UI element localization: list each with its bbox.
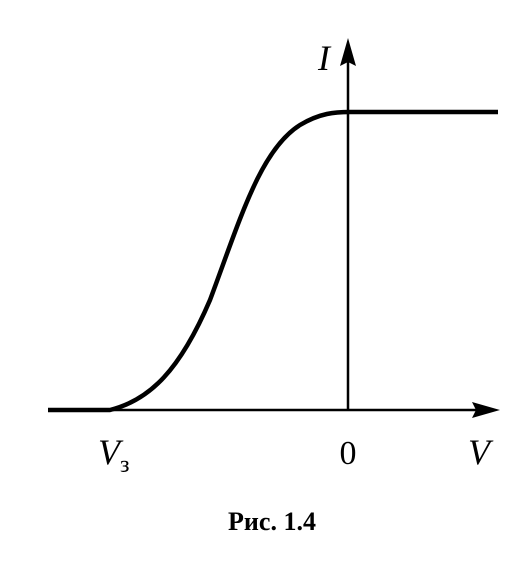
- characteristic-curve: [48, 109, 498, 413]
- y-axis-arrow: [340, 38, 356, 66]
- x-axis-label: V: [468, 432, 494, 472]
- figure-caption: Рис. 1.4: [228, 507, 316, 536]
- origin-label: 0: [340, 435, 357, 472]
- x-axis-arrow: [472, 402, 500, 418]
- cutoff-symbol: V: [98, 432, 124, 472]
- y-axis-label: I: [317, 38, 332, 78]
- cutoff-label: Vз: [98, 432, 129, 478]
- cutoff-subscript: з: [120, 452, 129, 478]
